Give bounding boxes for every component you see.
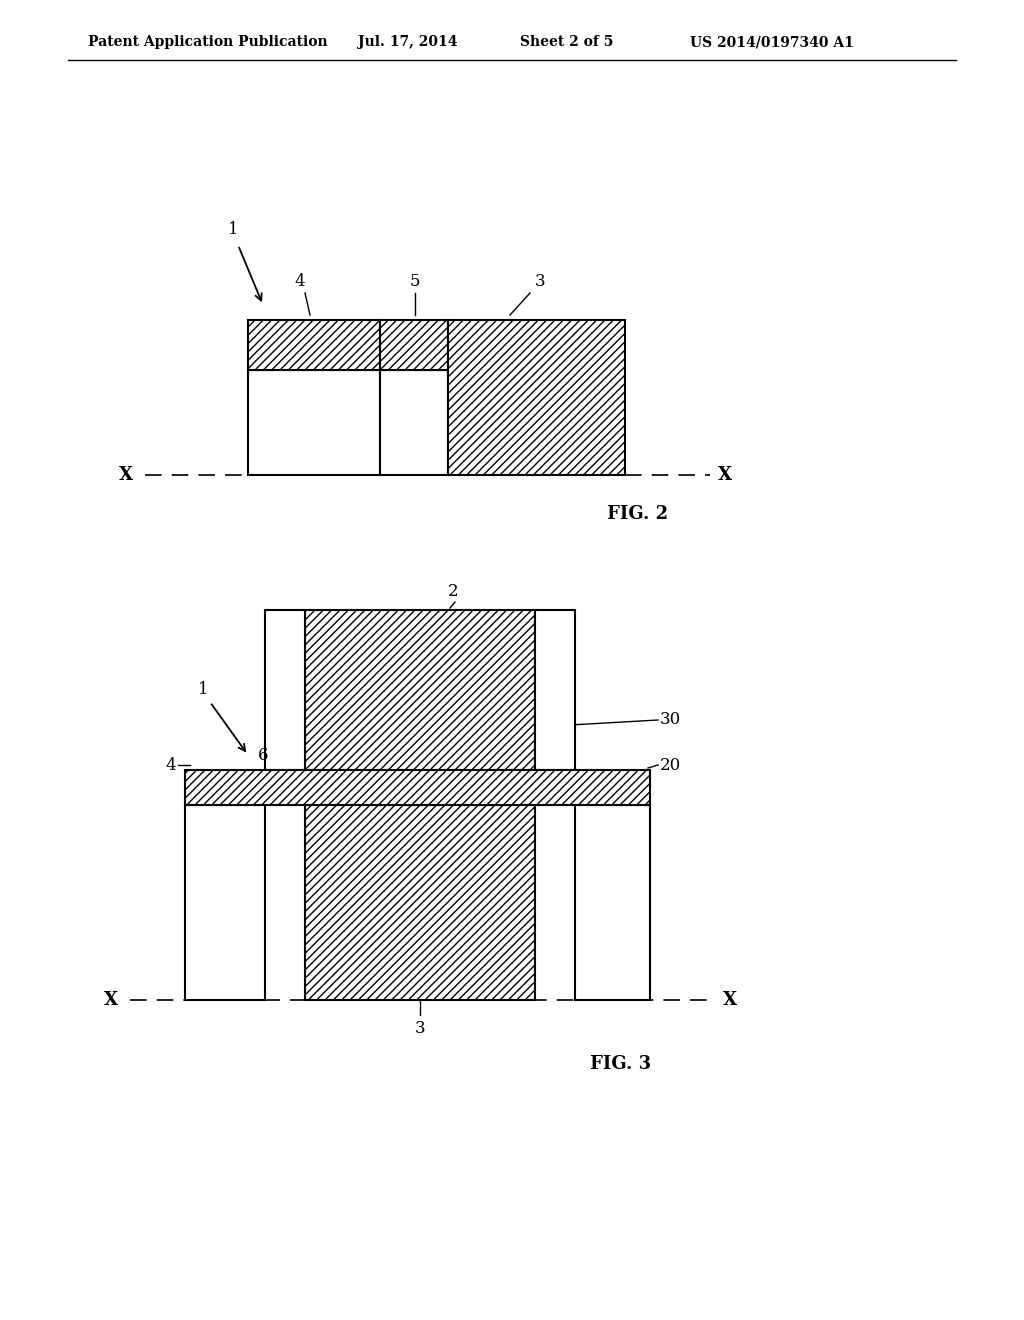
Text: FIG. 2: FIG. 2 bbox=[607, 506, 668, 523]
Text: 3: 3 bbox=[415, 1020, 425, 1038]
Text: Jul. 17, 2014: Jul. 17, 2014 bbox=[358, 36, 458, 49]
Bar bbox=[305, 805, 535, 1001]
Bar bbox=[305, 610, 535, 770]
Text: X: X bbox=[103, 991, 118, 1008]
Text: 5: 5 bbox=[257, 776, 268, 793]
Text: X: X bbox=[723, 991, 737, 1008]
Text: FIG. 3: FIG. 3 bbox=[590, 1055, 651, 1073]
Text: X: X bbox=[718, 466, 732, 484]
Text: 20: 20 bbox=[660, 756, 681, 774]
Text: 1: 1 bbox=[228, 222, 239, 239]
Bar bbox=[248, 319, 380, 370]
Bar bbox=[535, 610, 575, 770]
Text: 4: 4 bbox=[165, 756, 176, 774]
Text: 1: 1 bbox=[198, 681, 209, 698]
Text: Patent Application Publication: Patent Application Publication bbox=[88, 36, 328, 49]
Text: 2: 2 bbox=[447, 583, 459, 601]
Bar bbox=[265, 610, 305, 770]
Text: 30: 30 bbox=[660, 711, 681, 729]
Bar bbox=[575, 805, 650, 1001]
Bar bbox=[449, 319, 625, 475]
Text: X: X bbox=[119, 466, 133, 484]
Bar bbox=[248, 370, 380, 475]
Text: US 2014/0197340 A1: US 2014/0197340 A1 bbox=[690, 36, 854, 49]
Text: 3: 3 bbox=[535, 273, 546, 290]
Bar bbox=[380, 319, 449, 370]
Bar bbox=[185, 770, 650, 805]
Text: Sheet 2 of 5: Sheet 2 of 5 bbox=[520, 36, 613, 49]
Bar bbox=[185, 805, 265, 1001]
Bar bbox=[380, 370, 449, 475]
Text: 5: 5 bbox=[410, 273, 420, 290]
Text: 4: 4 bbox=[295, 273, 305, 290]
Text: 6: 6 bbox=[257, 747, 268, 763]
